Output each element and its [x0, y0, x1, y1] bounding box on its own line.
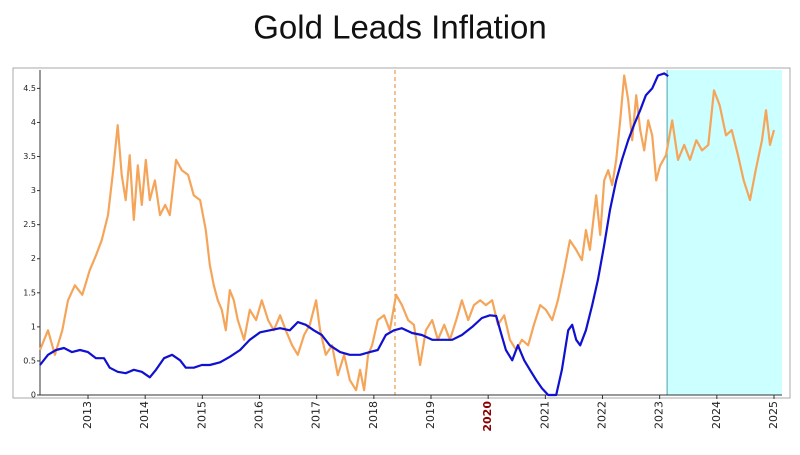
y-tick-label: 2 [31, 254, 36, 263]
chart-frame [12, 67, 791, 399]
y-tick-label: 2.5 [23, 220, 36, 229]
chart-title: Gold Leads Inflation [253, 9, 547, 46]
y-tick-label: 1 [31, 322, 36, 331]
y-tick-label: 3.5 [23, 152, 36, 161]
data-line [39, 72, 669, 397]
x-tick-label: 2018 [367, 401, 380, 429]
x-tick-label: 2021 [538, 401, 551, 429]
y-tick-label: 1.5 [23, 288, 36, 297]
y-tick-label: 4.5 [23, 84, 36, 93]
x-tick-label: 2025 [767, 401, 780, 429]
x-tick-label: 2013 [81, 401, 94, 429]
x-tick-label: 2014 [138, 401, 151, 429]
x-tick-label: 2016 [253, 401, 266, 429]
x-tick-label: 2019 [424, 401, 437, 429]
x-tick-label: 2022 [596, 401, 609, 429]
y-tick-label: 4 [31, 118, 36, 127]
y-tick-label: 0.5 [23, 356, 36, 365]
x-tick-label: 2023 [653, 401, 666, 429]
data-line [38, 74, 776, 392]
x-tick-label: 2020 [481, 401, 494, 432]
x-tick-label: 2015 [195, 401, 208, 429]
y-tick-label: 0 [31, 391, 36, 400]
x-tick-label: 2017 [310, 401, 323, 429]
y-tick-label: 3 [31, 186, 36, 195]
x-tick-label: 2024 [710, 401, 723, 429]
